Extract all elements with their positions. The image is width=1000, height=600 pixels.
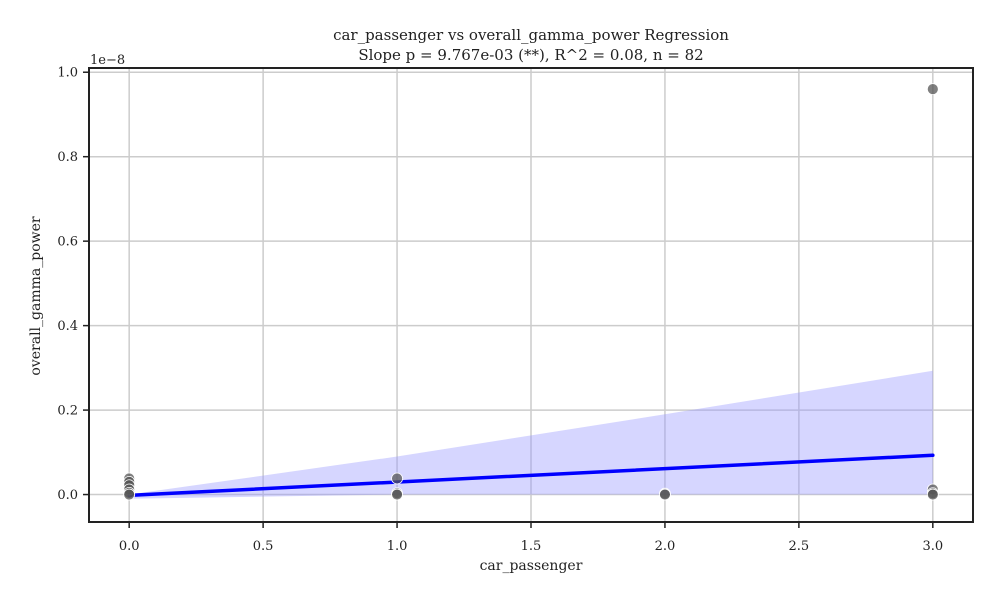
data-point (123, 488, 136, 501)
y-tick-label: 0.6 (57, 235, 78, 250)
regression-line-layer (127, 453, 935, 498)
x-axis-ticks: 0.0 0.5 1.0 1.5 2.0 2.5 3.0 (119, 522, 943, 554)
x-tick-label: 0.5 (253, 539, 274, 554)
y-tick-label: 1.0 (57, 66, 78, 81)
grid (89, 68, 973, 522)
y-offset-label: 1e−8 (90, 53, 125, 68)
y-axis-label: overall_gamma_power (28, 216, 44, 375)
chart-title: car_passenger vs overall_gamma_power Reg… (333, 26, 729, 44)
data-point (391, 472, 403, 485)
x-tick-label: 2.5 (789, 539, 810, 554)
x-tick-label: 2.0 (655, 539, 676, 554)
y-tick-label: 0.4 (57, 319, 78, 334)
data-point (926, 488, 939, 501)
data-point (659, 488, 671, 501)
x-tick-label: 3.0 (922, 539, 943, 554)
x-axis-label: car_passenger (480, 558, 583, 574)
data-point (926, 83, 939, 96)
chart-subtitle: Slope p = 9.767e-03 (**), R^2 = 0.08, n … (358, 46, 703, 64)
y-tick-label: 0.0 (57, 488, 78, 503)
data-point (391, 488, 403, 501)
y-axis-ticks: 0.0 0.2 0.4 0.6 0.8 1.0 (57, 66, 89, 503)
x-tick-label: 0.0 (119, 539, 140, 554)
y-tick-label: 0.2 (57, 404, 78, 419)
scatter-points (123, 83, 939, 501)
regression-line (127, 453, 935, 498)
y-tick-label: 0.8 (57, 150, 78, 165)
x-tick-label: 1.0 (387, 539, 408, 554)
x-tick-label: 1.5 (521, 539, 542, 554)
